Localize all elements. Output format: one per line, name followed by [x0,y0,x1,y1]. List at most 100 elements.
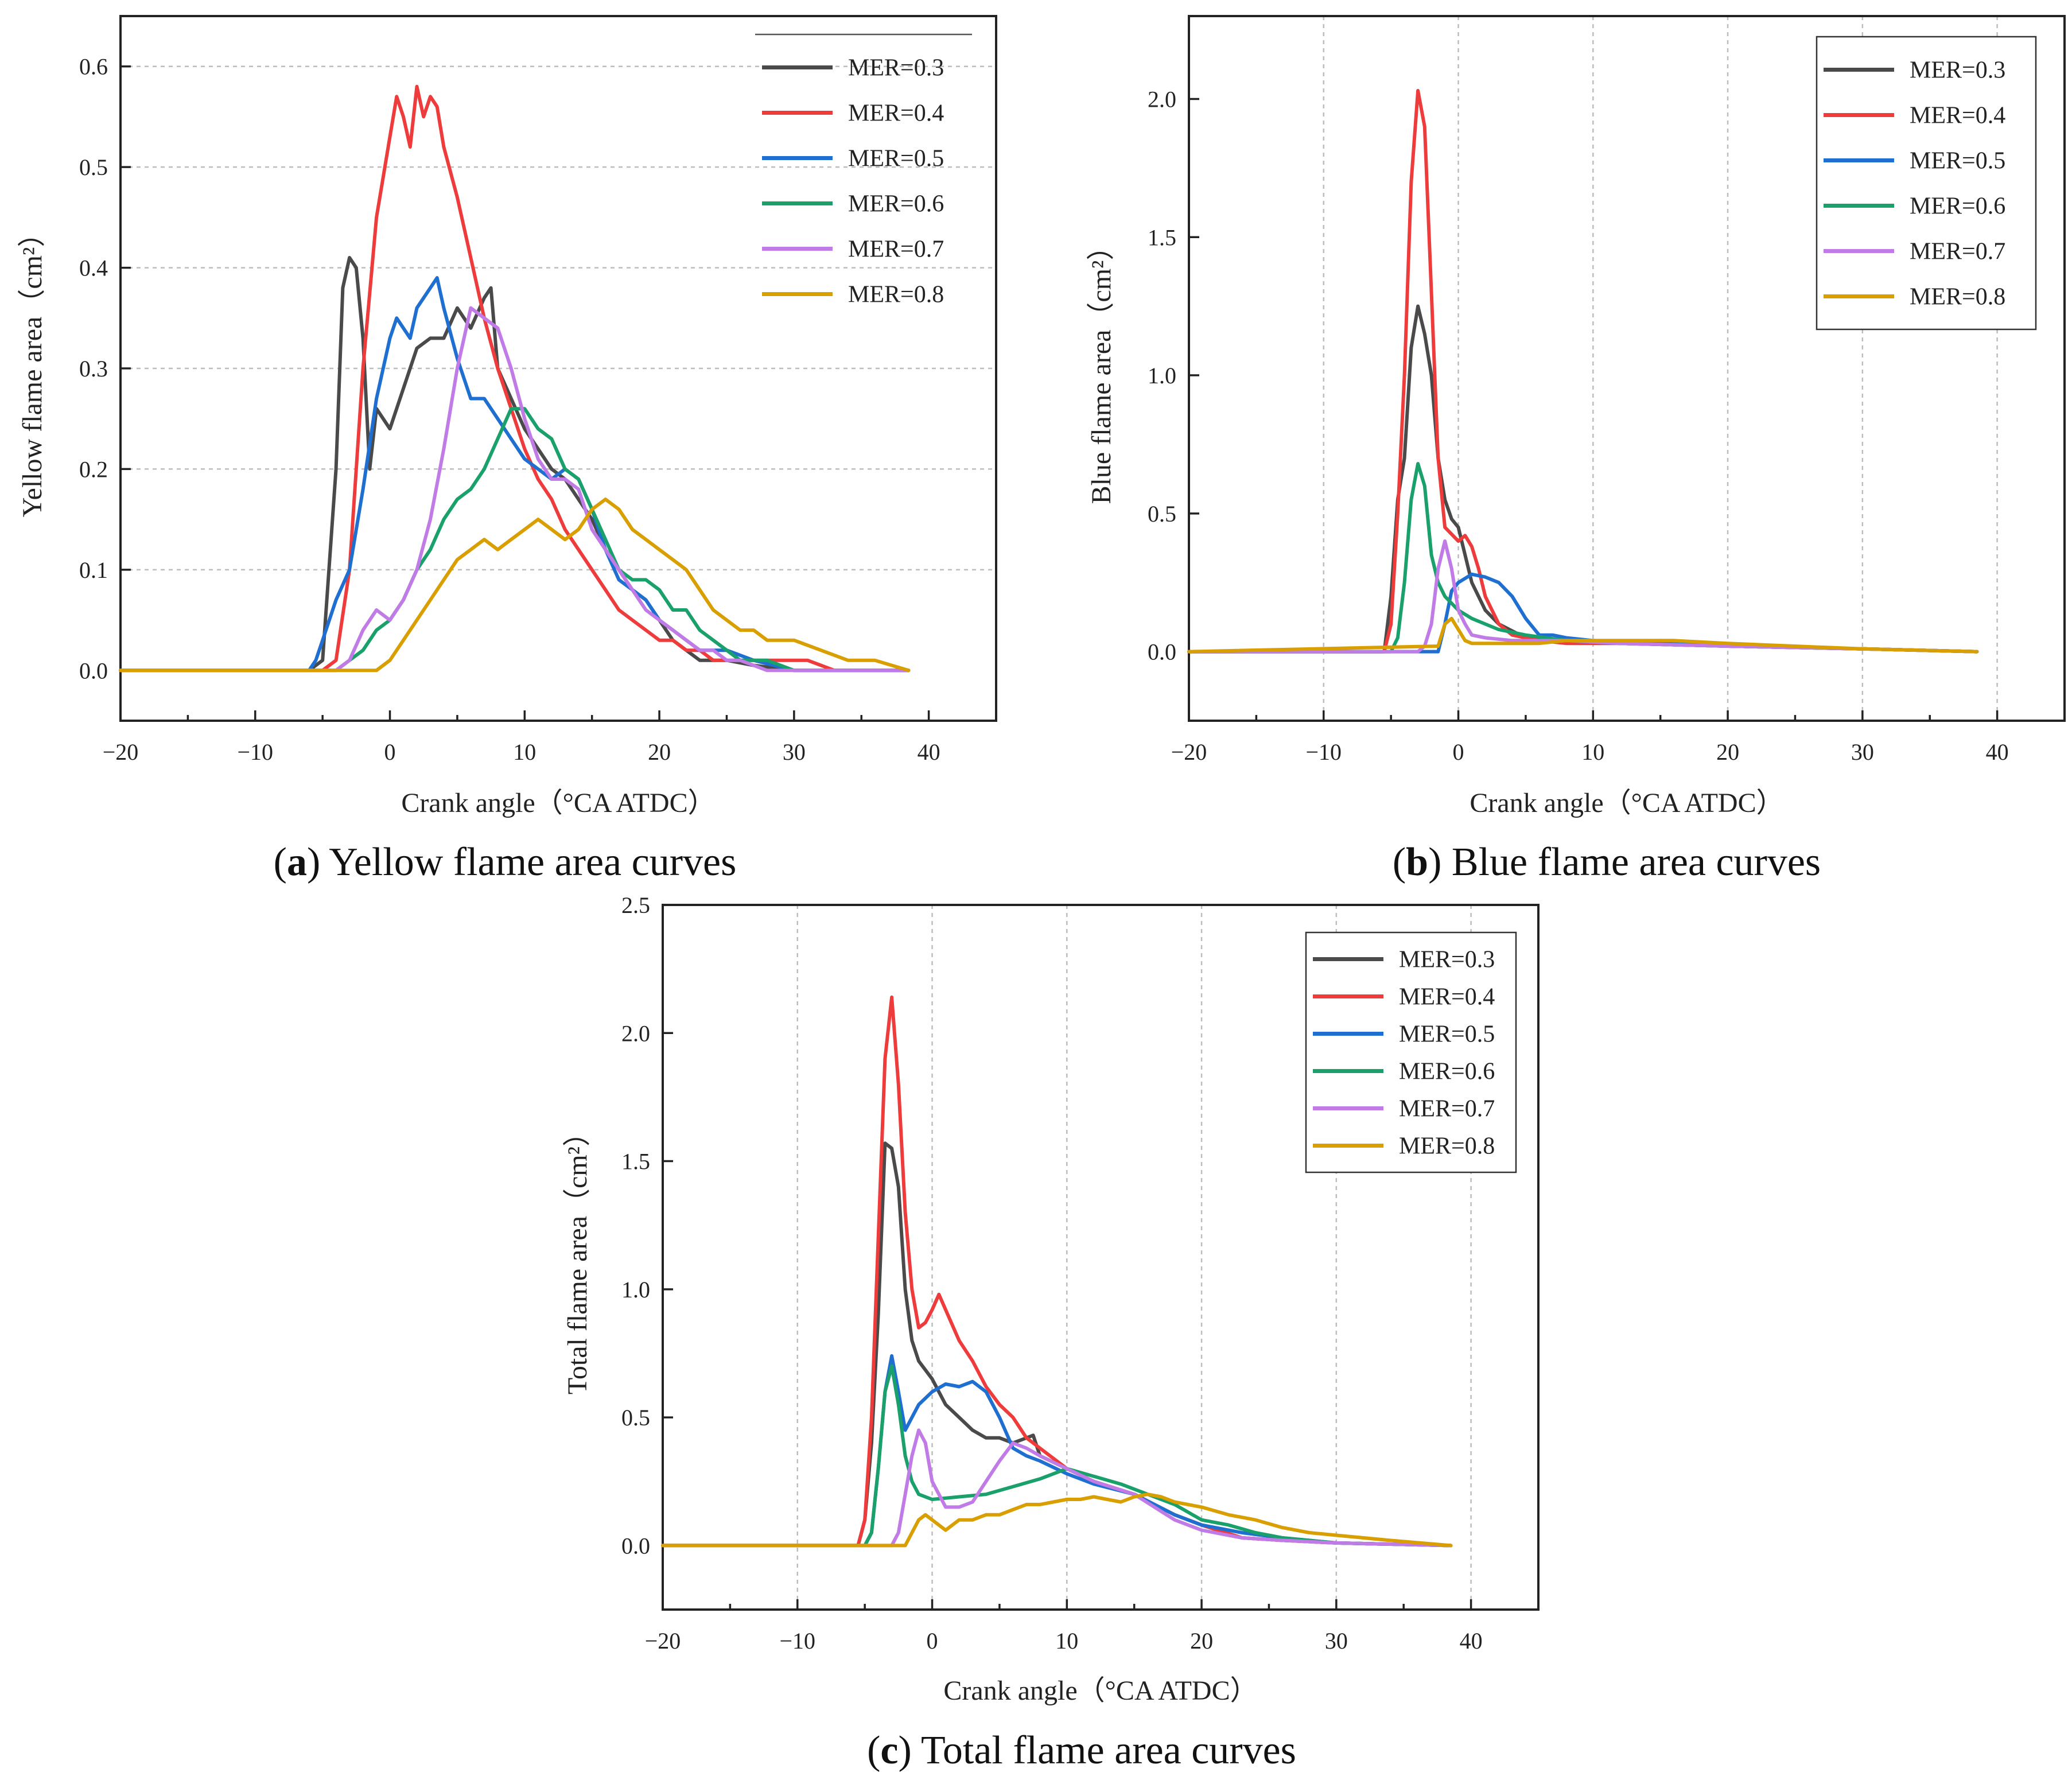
series-line-MER-0-7 [119,306,911,673]
x-tick-label: 10 [1055,1628,1078,1654]
blue-legend: MER=0.3 MER=0.4 MER=0.5 MER=0.6 MER=0.7 MER=0… [1816,36,2037,331]
x-tick-label: 10 [513,739,536,765]
legend-label: MER=0.4 [1399,984,1495,1011]
x-tick-label: 30 [1325,1628,1348,1654]
legend-label: MER=0.8 [1399,1133,1495,1160]
caption-a-letter: a [287,840,307,884]
y-tick-label: 0.1 [79,557,108,583]
x-tick-label: −10 [1305,739,1342,765]
y-tick-label: 0.0 [621,1533,650,1559]
blue-y-axis-title: Blue flame area（cm²） [1086,233,1117,504]
x-tick-label: −20 [1171,739,1207,765]
legend-label: MER=0.3 [848,55,944,81]
series-line-MER-0-7 [1187,539,1979,654]
y-tick-label: 0.0 [79,658,108,683]
panel-blue-flame-area: −20 −10 0 10 20 30 40 0.0 0.5 1.0 1.5 2.0 Crank ang… [1086,15,2066,884]
panel-total-flame-area: −20 −10 0 10 20 30 40 0.0 0.5 1.0 1.5 2.0 2.5 Crank … [562,892,1540,1773]
x-tick-label: 20 [1716,739,1739,765]
series-line-MER-0-5 [119,276,911,673]
x-tick-label: 40 [1986,739,2009,765]
y-tick-label: 2.0 [621,1020,650,1046]
x-tick-label: 30 [1851,739,1874,765]
x-tick-label: 20 [1190,1628,1213,1654]
x-tick-label: 0 [384,739,396,765]
y-tick-label: 0.5 [621,1405,650,1431]
blue-x-axis-title: Crank angle（°CA ATDC） [1470,788,1783,818]
legend-label: MER=0.7 [1399,1096,1495,1122]
blue-ticks [1188,98,1999,721]
y-tick-label: 0.2 [79,456,108,482]
series-line-MER-0-8 [119,498,911,673]
total-y-axis-title: Total flame area（cm²） [562,1119,593,1394]
panel-yellow-flame-area: −20 −10 0 10 20 30 40 0.0 0.1 0.2 0.3 0.4 0.5 0.6 Cra… [17,15,997,884]
legend-label: MER=0.7 [848,236,944,263]
series-line-MER-0-8 [1187,616,1979,654]
x-tick-label: 10 [1581,739,1604,765]
x-tick-label: 40 [1460,1628,1483,1654]
legend-box [1816,36,2037,331]
y-tick-label: 0.4 [79,255,108,281]
caption-a-text: Yellow flame area curves [329,840,736,884]
series-line-MER-0-6 [119,407,911,673]
x-tick-label: 0 [927,1628,938,1654]
x-tick-label: 20 [648,739,671,765]
caption-c-letter: c [880,1728,898,1773]
x-tick-label: 0 [1453,739,1464,765]
series-line-MER-0-6 [1187,462,1979,654]
x-tick-label: −10 [237,739,273,765]
total-legend: MER=0.3 MER=0.4 MER=0.5 MER=0.6 MER=0.7 MER=0… [1305,931,1517,1173]
x-tick-label: 40 [918,739,940,765]
y-tick-label: 0.5 [1148,501,1176,527]
blue-plot-frame [1188,15,2066,722]
total-grid [796,905,1472,1610]
series-line-MER-0-4 [1187,89,1979,654]
yellow-x-axis-title: Crank angle（°CA ATDC） [401,788,715,818]
series-line-MER-0-3 [119,256,911,673]
caption-c-text: Total flame area curves [921,1728,1296,1773]
y-tick-label: 2.5 [621,892,650,918]
y-tick-label: 1.5 [1148,224,1176,250]
y-tick-label: 0.5 [79,154,108,180]
x-tick-label: −20 [103,739,139,765]
y-tick-label: 0.0 [1148,639,1176,665]
legend-label: MER=0.4 [1910,103,2005,129]
y-tick-label: 1.0 [1148,363,1176,388]
yellow-series-lines [119,84,911,673]
series-line-MER-0-7 [661,1428,1453,1548]
x-tick-label: 30 [783,739,806,765]
total-plot-frame [662,904,1540,1611]
series-line-MER-0-6 [661,1364,1453,1548]
total-tick-labels: −20 −10 0 10 20 30 40 0.0 0.5 1.0 1.5 2.0 2.5 [621,892,1483,1654]
legend-label: MER=0.8 [1910,284,2005,310]
legend-label: MER=0.6 [1399,1059,1495,1085]
yellow-ticks [119,65,930,721]
caption-b-letter: b [1406,840,1428,884]
x-tick-label: −10 [779,1628,815,1654]
yellow-legend: MER=0.3 MER=0.4 MER=0.5 MER=0.6 MER=0.7 MER=0… [755,33,972,308]
legend-label: MER=0.5 [1399,1021,1495,1048]
y-tick-label: 1.0 [621,1277,650,1303]
legend-box [1305,931,1517,1173]
legend-label: MER=0.7 [1910,239,2005,265]
series-line-MER-0-4 [119,84,911,673]
caption-a: (a) Yellow flame area curves [274,840,737,884]
series-line-MER-0-8 [661,1493,1453,1548]
x-tick-label: −20 [645,1628,681,1654]
y-tick-label: 2.0 [1148,86,1176,112]
legend-label: MER=0.6 [848,191,944,217]
caption-b: (b) Blue flame area curves [1393,840,1821,884]
series-line-MER-0-3 [661,1141,1453,1548]
legend-label: MER=0.5 [1910,148,2005,174]
legend-label: MER=0.3 [1910,57,2005,84]
legend-label: MER=0.6 [1910,193,2005,220]
series-line-MER-0-5 [661,1354,1453,1548]
blue-series-lines [1187,89,1979,654]
series-line-MER-0-3 [1187,304,1979,654]
y-tick-label: 0.6 [79,54,108,80]
y-tick-label: 0.3 [79,356,108,382]
legend-label: MER=0.4 [848,100,944,127]
yellow-tick-labels: −20 −10 0 10 20 30 40 0.0 0.1 0.2 0.3 0.4 0.5 0.6 [79,54,940,765]
yellow-y-axis-title: Yellow flame area（cm²） [17,220,48,518]
legend-label: MER=0.5 [848,146,944,172]
